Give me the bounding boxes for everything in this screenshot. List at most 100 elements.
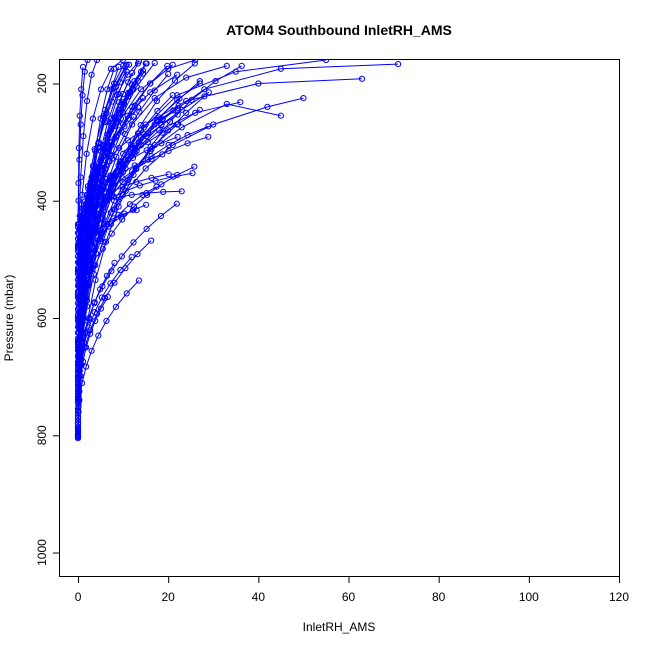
data-point [136, 182, 143, 189]
data-point [97, 86, 105, 93]
data-point [100, 183, 107, 190]
data-point [110, 180, 117, 187]
data-point [89, 115, 97, 122]
data-point [74, 344, 82, 351]
series-line [77, 70, 144, 377]
data-point [175, 102, 182, 109]
data-point [178, 124, 185, 131]
y-tick-label: 200 [35, 73, 49, 93]
data-point [88, 174, 95, 181]
data-point [159, 129, 166, 136]
data-point [83, 211, 90, 218]
data-point [77, 121, 84, 128]
data-point [138, 86, 145, 93]
data-point [129, 154, 137, 161]
data-point [123, 149, 130, 156]
data-point [223, 100, 230, 108]
data-point [139, 191, 146, 198]
data-point [117, 266, 124, 273]
data-point [174, 171, 181, 178]
data-point [131, 149, 138, 156]
series-line [77, 209, 137, 272]
data-point [80, 133, 87, 140]
data-point [123, 61, 130, 68]
data-point [238, 62, 245, 70]
series-line [77, 65, 242, 412]
data-point [79, 92, 86, 99]
data-point [131, 162, 138, 169]
data-point [95, 332, 102, 339]
y-axis: 200 400 600 800 1000 [35, 73, 60, 566]
data-point [300, 95, 307, 102]
data-point [152, 177, 159, 184]
data-point [76, 297, 83, 304]
data-point [192, 109, 199, 116]
data-point [184, 140, 191, 147]
data-point [165, 171, 172, 178]
data-point [151, 60, 158, 66]
data-point [154, 118, 161, 125]
data-point [88, 347, 95, 354]
data-point [79, 380, 86, 387]
series-line [77, 65, 127, 319]
data-point [133, 178, 140, 186]
data-point [255, 80, 262, 87]
data-point [75, 144, 83, 152]
data-point [116, 79, 124, 86]
data-point [173, 200, 180, 207]
data-point [74, 420, 82, 427]
data-point [76, 156, 83, 163]
data-point [125, 137, 132, 144]
data-point [88, 71, 95, 78]
chart-title: ATOM4 Southbound InletRH_AMS [226, 22, 452, 38]
data-point [79, 63, 87, 71]
x-axis: 0 20 40 60 80 100 120 [75, 576, 629, 604]
data-point [131, 102, 138, 109]
data-point [134, 251, 141, 258]
data-point [144, 156, 151, 163]
data-point [159, 151, 166, 158]
data-point [90, 253, 97, 260]
data-point [74, 373, 82, 380]
data-point [97, 286, 104, 293]
data-point [191, 163, 198, 170]
data-point [237, 99, 244, 106]
y-axis-label: Pressure (mbar) [2, 275, 16, 362]
data-point [118, 253, 125, 260]
data-point [148, 174, 155, 181]
data-point [112, 133, 120, 140]
data-point [205, 133, 212, 140]
data-point [119, 216, 126, 223]
data-point [144, 139, 151, 146]
data-point [97, 305, 105, 312]
data-point [100, 161, 107, 169]
data-point [115, 106, 122, 113]
data-point [94, 169, 102, 176]
y-tick-label: 1000 [35, 539, 49, 566]
data-point [74, 385, 82, 392]
series-66 [74, 62, 245, 415]
data-point [358, 75, 366, 82]
data-point [121, 123, 128, 130]
y-tick-label: 600 [35, 308, 49, 328]
data-point [76, 320, 83, 327]
data-point [118, 128, 125, 135]
data-point [103, 110, 110, 117]
data-point [128, 191, 135, 198]
data-point [134, 104, 142, 111]
series-line [77, 166, 195, 342]
data-point [174, 71, 181, 78]
data-point [201, 86, 208, 93]
data-point [166, 118, 174, 125]
data-point [122, 62, 129, 70]
data-point [112, 303, 120, 310]
series-line [77, 66, 84, 225]
data-point [76, 112, 83, 119]
data-point [147, 143, 154, 150]
data-point [183, 109, 190, 116]
y-tick-label: 800 [35, 425, 49, 445]
data-point [126, 201, 133, 208]
data-point [183, 74, 190, 81]
data-point [151, 87, 158, 94]
data-point [116, 109, 123, 116]
